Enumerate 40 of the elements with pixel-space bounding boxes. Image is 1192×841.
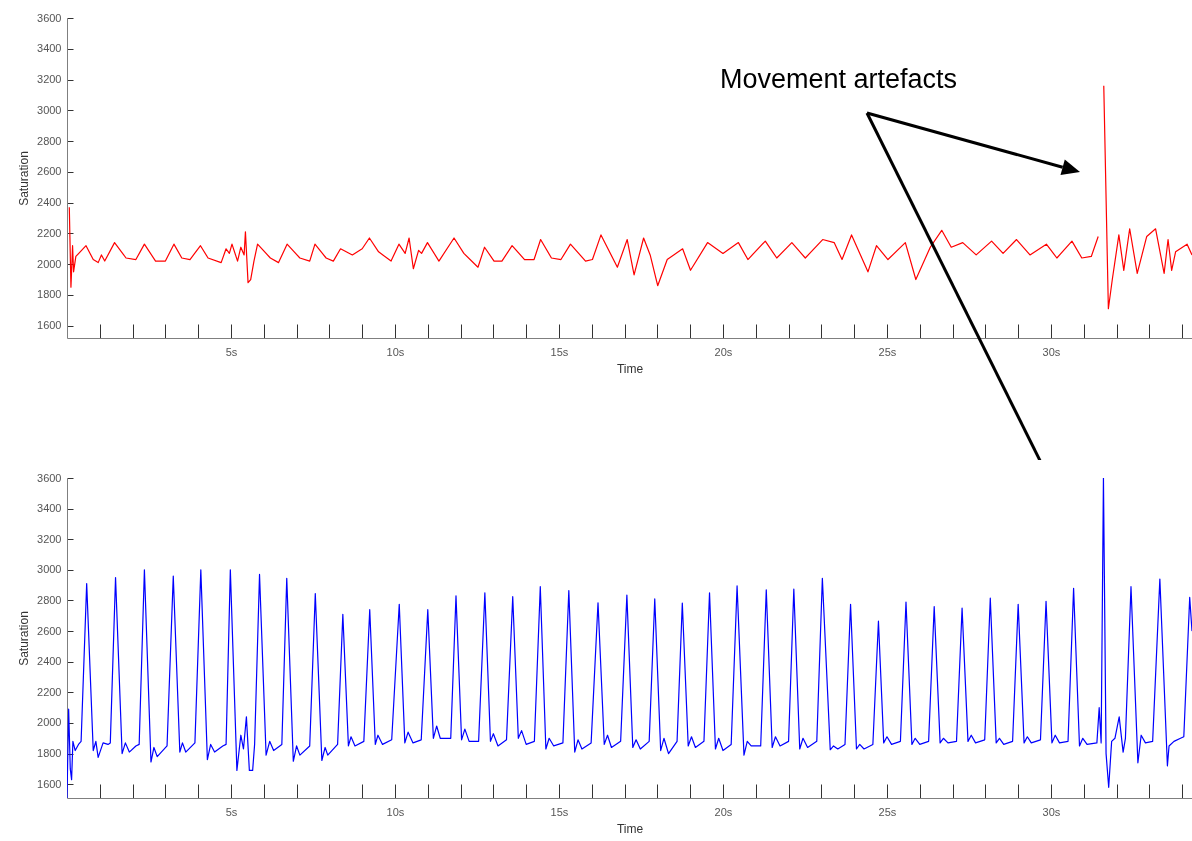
x-axis-title: Time [616, 821, 644, 836]
y-tick-label: 2400 [37, 655, 62, 668]
line-series [67, 478, 1192, 798]
y-tick-label: 2000 [37, 257, 62, 270]
annotation: Movement artefacts [720, 64, 958, 95]
x-tick-label: 15s [550, 805, 569, 818]
x-tick-label: 15s [550, 345, 569, 358]
x-tick-label: 20s [714, 345, 733, 358]
x-tick-label: 25s [878, 805, 897, 818]
x-tick-label: 5s [225, 805, 238, 818]
y-tick-label: 3200 [37, 532, 62, 545]
y-tick-label: 1800 [37, 288, 62, 301]
y-tick-label: 3600 [37, 471, 62, 484]
x-tick-label: 10s [386, 805, 405, 818]
x-tick-label: 10s [386, 345, 405, 358]
y-tick-label: 3000 [37, 563, 62, 576]
y-axis-title: Saturation [17, 151, 32, 206]
x-axis-title: Time [616, 361, 644, 376]
y-tick-label: 3200 [37, 73, 62, 86]
x-tick-label: 30s [1042, 345, 1061, 358]
y-tick-label: 2200 [37, 685, 62, 698]
y-tick-label: 2600 [37, 165, 62, 178]
y-tick-label: 3400 [37, 502, 62, 515]
y-tick-label: 2400 [37, 196, 62, 209]
y-tick-label: 2800 [37, 593, 62, 606]
y-tick-label: 1600 [37, 777, 62, 790]
x-tick-label: 20s [714, 805, 733, 818]
x-tick-label: 5s [225, 345, 238, 358]
y-axis-title: Saturation [17, 611, 32, 666]
y-tick-label: 2800 [37, 134, 62, 147]
x-tick-label: 30s [1042, 805, 1061, 818]
y-tick-label: 3600 [37, 11, 62, 24]
y-tick-label: 1600 [37, 319, 62, 332]
y-tick-label: 2200 [37, 226, 62, 239]
y-tick-label: 3000 [37, 103, 62, 116]
x-tick-label: 25s [878, 345, 897, 358]
y-tick-label: 3400 [37, 42, 62, 55]
y-tick-label: 2600 [37, 624, 62, 637]
y-tick-label: 1800 [37, 747, 62, 760]
y-tick-label: 2000 [37, 716, 62, 729]
